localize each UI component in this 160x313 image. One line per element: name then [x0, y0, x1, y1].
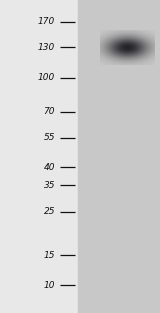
- Text: 100: 100: [38, 74, 55, 83]
- Text: 55: 55: [44, 134, 55, 142]
- Text: 35: 35: [44, 181, 55, 189]
- Bar: [0, 0, 78, 313]
- Text: 10: 10: [44, 280, 55, 290]
- Text: 70: 70: [44, 107, 55, 116]
- Text: 130: 130: [38, 43, 55, 52]
- Text: 170: 170: [38, 18, 55, 27]
- Text: 15: 15: [44, 250, 55, 259]
- Text: 40: 40: [44, 162, 55, 172]
- Bar: [78, 0, 160, 313]
- Text: 25: 25: [44, 208, 55, 217]
